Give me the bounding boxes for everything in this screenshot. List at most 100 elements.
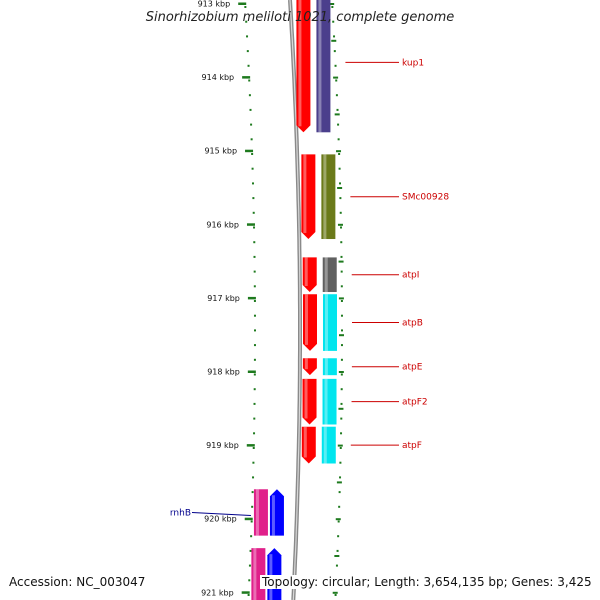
minor-tick (338, 167, 341, 170)
minor-tick (340, 388, 343, 391)
gene-shade (323, 426, 327, 464)
gene-shade (324, 294, 328, 351)
cds-shade (304, 378, 308, 419)
minor-tick (339, 447, 342, 449)
mid-tick (336, 481, 342, 484)
minor-tick (253, 300, 256, 302)
minor-tick (331, 6, 334, 8)
minor-tick (340, 270, 343, 273)
major-tick (247, 296, 256, 300)
minor-tick (247, 64, 250, 67)
major-tick (238, 2, 247, 5)
mid-tick (337, 444, 343, 447)
gene-block (321, 426, 336, 464)
cds-shade (304, 294, 308, 345)
mid-tick (337, 187, 343, 189)
minor-tick (335, 564, 338, 567)
minor-tick (248, 579, 251, 582)
tick-label: 914 kbp (202, 73, 235, 82)
minor-tick (337, 123, 340, 126)
minor-tick (249, 108, 252, 111)
minor-tick (333, 50, 336, 53)
minor-tick (253, 417, 256, 420)
minor-tick (250, 520, 253, 523)
mid-tick (338, 297, 344, 300)
gene-block (322, 294, 337, 351)
mid-tick (338, 260, 344, 263)
gene-shade (324, 358, 328, 376)
cds-shade (271, 495, 275, 536)
minor-tick (335, 79, 338, 82)
mid-tick (334, 555, 340, 557)
minor-tick (339, 197, 342, 200)
minor-tick (252, 197, 255, 200)
minor-tick (251, 153, 254, 155)
minor-tick (340, 358, 343, 361)
tick-label: 920 kbp (204, 515, 237, 524)
tick-label: 921 kbp (201, 588, 234, 597)
gene-label: atpI (402, 271, 419, 281)
minor-tick (340, 329, 343, 332)
gene-SMc00928: SMc00928 (301, 154, 449, 240)
gene-label: rnhB (170, 508, 191, 518)
minor-tick (253, 329, 256, 332)
minor-tick (253, 402, 256, 405)
minor-tick (253, 270, 256, 273)
major-tick (244, 517, 253, 521)
minor-tick (340, 373, 343, 376)
minor-tick (249, 549, 252, 552)
minor-tick (340, 300, 343, 302)
minor-tick (250, 138, 253, 141)
minor-tick (333, 35, 336, 38)
minor-tick (338, 182, 341, 185)
cds-shade (304, 257, 308, 287)
minor-tick (340, 314, 343, 317)
minor-tick (340, 285, 343, 288)
minor-tick (253, 373, 256, 376)
gene-block (316, 0, 331, 133)
minor-tick (335, 94, 338, 97)
minor-tick (251, 491, 254, 494)
minor-tick (250, 123, 253, 126)
map-title: Sinorhizobium meliloti 1021, complete ge… (145, 10, 455, 25)
minor-tick (334, 594, 337, 596)
major-tick (241, 591, 250, 594)
gene-shade (318, 0, 322, 133)
gene-shade (323, 154, 327, 240)
gene-block (322, 257, 337, 293)
minor-tick (248, 564, 251, 567)
backbone-highlight (289, 0, 301, 600)
gene-kup1: kup1 (296, 0, 424, 133)
minor-tick (340, 226, 343, 229)
cds-shade (304, 358, 308, 370)
minor-tick (337, 520, 340, 523)
minor-tick (248, 94, 251, 97)
minor-tick (338, 153, 341, 155)
mid-tick (331, 39, 337, 42)
minor-tick (338, 491, 341, 494)
tick-label: 918 kbp (207, 368, 240, 377)
cds-shade (298, 0, 302, 127)
mid-tick (329, 3, 335, 5)
gene-label: atpB (402, 319, 423, 329)
minor-tick (253, 388, 256, 391)
minor-tick (251, 182, 254, 185)
minor-tick (248, 79, 251, 82)
minor-tick (340, 344, 343, 347)
gene-atpE: atpE (302, 358, 423, 376)
minor-tick (337, 138, 340, 141)
minor-tick (251, 505, 254, 508)
minor-tick (253, 255, 256, 258)
gene-shade (255, 489, 259, 536)
gene-block (322, 358, 337, 376)
major-tick (246, 223, 255, 226)
minor-tick (340, 432, 343, 435)
minor-tick (252, 447, 255, 449)
minor-tick (246, 35, 249, 38)
gene-block (322, 378, 337, 425)
mid-tick (332, 591, 338, 594)
minor-tick (336, 108, 339, 111)
mid-tick (337, 223, 343, 226)
minor-tick (334, 64, 337, 67)
mid-tick (338, 407, 344, 410)
